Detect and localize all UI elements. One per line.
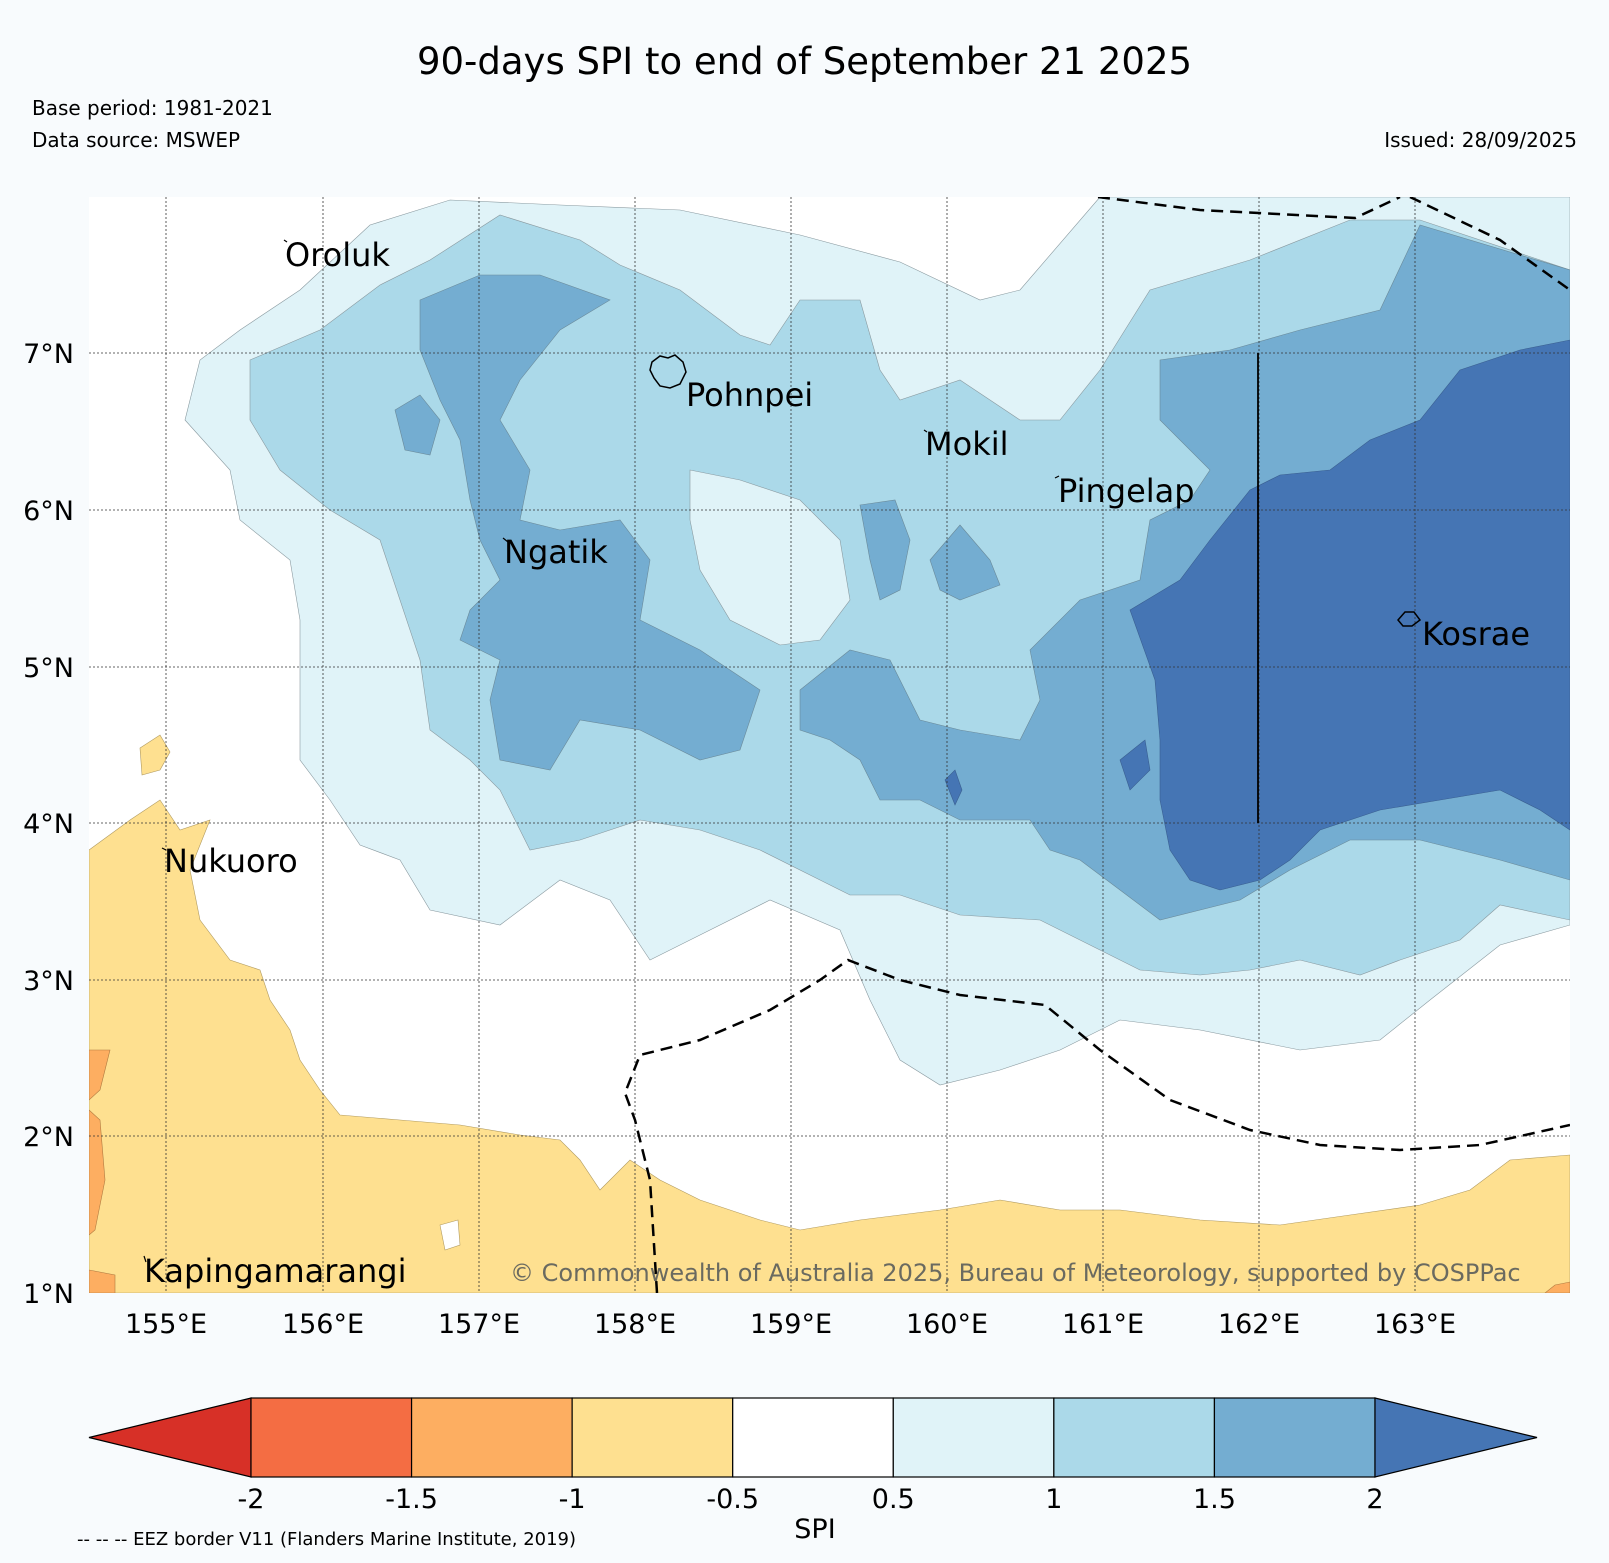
band-above-2-b <box>1119 739 1151 791</box>
lat-tick-1: 1°N <box>23 1279 74 1310</box>
data-source: Data source: MSWEP <box>32 128 241 152</box>
colorbar-tick-0: -2 <box>238 1484 265 1515</box>
band-above-2 <box>1129 339 1570 891</box>
colorbar-tick-3: -0.5 <box>706 1484 759 1515</box>
colorbar: -2 -1.5 -1 -0.5 0.5 1 1.5 2 <box>88 1397 1538 1515</box>
lat-tick-3: 3°N <box>23 966 74 997</box>
colorbar-tick-1: -1.5 <box>385 1484 438 1515</box>
band-1.5-2-d <box>394 394 441 456</box>
lon-tick-162: 162°E <box>1218 1309 1300 1340</box>
colorbar-tick-5: 1 <box>1045 1484 1062 1515</box>
pingelap-atoll-icon <box>1054 475 1060 479</box>
eez-note: -- -- -- EEZ border V11 (Flanders Marine… <box>77 1529 576 1550</box>
colorbar-swatch-5 <box>892 1397 1055 1478</box>
oroluk-atoll-icon <box>283 239 288 243</box>
gap-white-a <box>439 1219 461 1251</box>
nukuoro-atoll-icon <box>161 847 167 851</box>
label-oroluk: Oroluk <box>285 236 390 274</box>
band-minus1.5-minus1-c <box>89 1269 116 1293</box>
colorbar-swatch-3 <box>571 1397 734 1478</box>
lat-tick-2: 2°N <box>23 1122 74 1153</box>
lon-tick-160: 160°E <box>906 1309 988 1340</box>
pohnpei-island-icon <box>649 354 687 389</box>
label-pohnpei: Pohnpei <box>686 376 813 414</box>
colorbar-swatch-0 <box>88 1397 252 1478</box>
label-kosrae: Kosrae <box>1422 615 1530 653</box>
label-kapingamarangi: Kapingamarangi <box>144 1252 406 1290</box>
lat-tick-5: 5°N <box>23 653 74 684</box>
colorbar-label: SPI <box>794 1514 835 1545</box>
band-minus1.5-minus1-b <box>89 1109 106 1236</box>
colorbar-swatch-1 <box>250 1397 413 1478</box>
label-pingelap: Pingelap <box>1058 472 1195 510</box>
ngatik-atoll-icon <box>502 537 509 543</box>
eez-borders <box>623 197 1570 1293</box>
lat-tick-4: 4°N <box>23 809 74 840</box>
band-near-normal-patch <box>689 469 851 646</box>
band-minus1.5-minus1-d <box>1544 1281 1570 1293</box>
lon-tick-158: 158°E <box>594 1309 676 1340</box>
band-above-2-c <box>944 769 963 806</box>
colorbar-swatch-4 <box>732 1397 894 1478</box>
base-period: Base period: 1981-2021 <box>32 96 273 120</box>
lat-tick-6: 6°N <box>23 496 74 527</box>
colorbar-tick-2: -1 <box>559 1484 586 1515</box>
lon-tick-161: 161°E <box>1062 1309 1144 1340</box>
colorbar-tick-4: 0.5 <box>872 1484 915 1515</box>
lon-tick-163: 163°E <box>1374 1309 1456 1340</box>
copyright-notice: © Commonwealth of Australia 2025, Bureau… <box>510 1259 1521 1287</box>
label-ngatik: Ngatik <box>504 533 608 571</box>
label-nukuoro: Nukuoro <box>164 842 298 880</box>
colorbar-swatch-6 <box>1053 1397 1216 1478</box>
mokil-atoll-icon <box>923 429 928 433</box>
band-1.5-2 <box>419 274 761 771</box>
colorbar-swatch-8 <box>1374 1397 1538 1478</box>
lon-tick-157: 157°E <box>438 1309 520 1340</box>
band-minus1-minus0.5 <box>89 799 1570 1293</box>
kapingamarangi-atoll-icon <box>143 1255 147 1263</box>
band-1.5-2-c <box>859 499 911 601</box>
lat-tick-7: 7°N <box>23 339 74 370</box>
colorbar-swatch-2 <box>410 1397 573 1478</box>
colorbar-tick-7: 2 <box>1366 1484 1383 1515</box>
band-minus1-minus0.5-b <box>139 734 171 776</box>
kosrae-island-icon <box>1397 611 1422 627</box>
band-1.5-2-e <box>929 524 1001 601</box>
lon-ticks: 155°E 156°E 157°E 158°E 159°E 160°E 161°… <box>125 1309 1456 1340</box>
lon-tick-155: 155°E <box>125 1309 207 1340</box>
graticule <box>89 197 1570 1293</box>
band-minus1.5-minus1 <box>89 1049 111 1101</box>
colorbar-tick-6: 1.5 <box>1193 1484 1236 1515</box>
lon-tick-156: 156°E <box>282 1309 364 1340</box>
lon-tick-159: 159°E <box>750 1309 832 1340</box>
label-mokil: Mokil <box>925 425 1009 463</box>
lat-ticks: 7°N 6°N 5°N 4°N 3°N 2°N 1°N <box>23 339 74 1310</box>
issued-date: Issued: 28/09/2025 <box>1384 128 1577 152</box>
map-title: 90-days SPI to end of September 21 2025 <box>416 40 1193 83</box>
spi-field <box>89 197 1570 1293</box>
colorbar-swatch-7 <box>1213 1397 1376 1478</box>
